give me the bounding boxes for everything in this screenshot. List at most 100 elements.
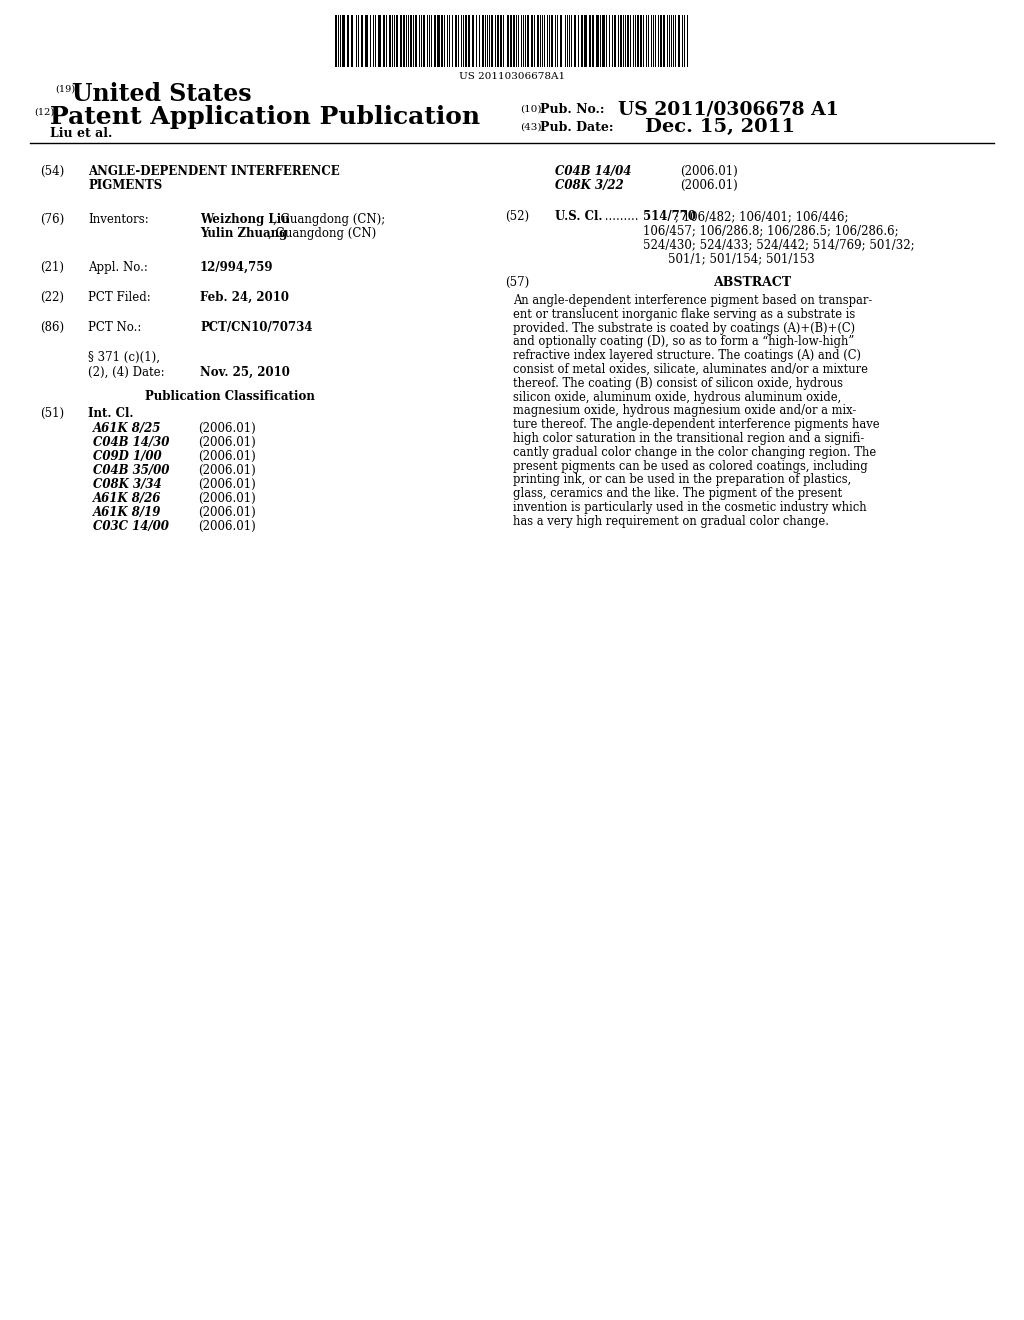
Text: Dec. 15, 2011: Dec. 15, 2011 <box>645 117 795 136</box>
Text: PCT/CN10/70734: PCT/CN10/70734 <box>200 321 312 334</box>
Bar <box>627 15 629 67</box>
Text: ture thereof. The angle-dependent interference pigments have: ture thereof. The angle-dependent interf… <box>513 418 880 432</box>
Bar <box>513 15 515 67</box>
Text: (54): (54) <box>40 165 65 178</box>
Bar <box>507 15 509 67</box>
Text: (57): (57) <box>505 276 529 289</box>
Text: (12): (12) <box>34 108 54 117</box>
Text: Yulin Zhuang: Yulin Zhuang <box>200 227 288 240</box>
Bar <box>490 15 493 67</box>
Text: provided. The substrate is coated by coatings (A)+(B)+(C): provided. The substrate is coated by coa… <box>513 322 855 334</box>
Bar <box>574 15 575 67</box>
Bar <box>500 15 502 67</box>
Text: Patent Application Publication: Patent Application Publication <box>50 106 480 129</box>
Bar <box>589 15 591 67</box>
Text: An angle-dependent interference pigment based on transpar-: An angle-dependent interference pigment … <box>513 294 872 308</box>
Text: (2006.01): (2006.01) <box>680 180 737 191</box>
Bar <box>637 15 639 67</box>
Text: United States: United States <box>72 82 252 106</box>
Bar <box>482 15 484 67</box>
Bar <box>581 15 583 67</box>
Text: Nov. 25, 2010: Nov. 25, 2010 <box>200 366 290 379</box>
Bar <box>378 15 381 67</box>
Text: silicon oxide, aluminum oxide, hydrous aluminum oxide,: silicon oxide, aluminum oxide, hydrous a… <box>513 391 842 404</box>
Text: 12/994,759: 12/994,759 <box>200 261 273 275</box>
Bar <box>400 15 402 67</box>
Text: C03C 14/00: C03C 14/00 <box>93 520 169 533</box>
Text: Publication Classification: Publication Classification <box>145 389 315 403</box>
Text: , Guangdong (CN);: , Guangdong (CN); <box>273 213 385 226</box>
Bar <box>351 15 353 67</box>
Text: printing ink, or can be used in the preparation of plastics,: printing ink, or can be used in the prep… <box>513 474 851 486</box>
Text: (86): (86) <box>40 321 65 334</box>
Text: 501/1; 501/154; 501/153: 501/1; 501/154; 501/153 <box>668 252 815 265</box>
Text: ABSTRACT: ABSTRACT <box>713 276 792 289</box>
Bar <box>602 15 605 67</box>
Text: C04B 14/04: C04B 14/04 <box>555 165 632 178</box>
Text: thereof. The coating (B) consist of silicon oxide, hydrous: thereof. The coating (B) consist of sili… <box>513 376 843 389</box>
Text: has a very high requirement on gradual color change.: has a very high requirement on gradual c… <box>513 515 829 528</box>
Text: Weizhong Liu: Weizhong Liu <box>200 213 290 226</box>
Bar <box>347 15 349 67</box>
Bar <box>678 15 680 67</box>
Text: (22): (22) <box>40 290 63 304</box>
Bar <box>531 15 534 67</box>
Text: C09D 1/00: C09D 1/00 <box>93 450 162 463</box>
Bar <box>510 15 512 67</box>
Text: (19): (19) <box>55 84 75 94</box>
Text: U.S. Cl.: U.S. Cl. <box>555 210 602 223</box>
Text: § 371 (c)(1),: § 371 (c)(1), <box>88 351 160 364</box>
Text: consist of metal oxides, silicate, aluminates and/or a mixture: consist of metal oxides, silicate, alumi… <box>513 363 868 376</box>
Text: (2), (4) Date:: (2), (4) Date: <box>88 366 165 379</box>
Text: Pub. No.:: Pub. No.: <box>540 103 604 116</box>
Bar <box>403 15 406 67</box>
Text: A61K 8/26: A61K 8/26 <box>93 492 162 506</box>
Bar <box>527 15 529 67</box>
Text: Liu et al.: Liu et al. <box>50 127 113 140</box>
Text: , Guangdong (CN): , Guangdong (CN) <box>268 227 376 240</box>
Text: (43): (43) <box>520 123 542 132</box>
Text: ent or translucent inorganic flake serving as a substrate is: ent or translucent inorganic flake servi… <box>513 308 855 321</box>
Bar <box>434 15 436 67</box>
Text: (2006.01): (2006.01) <box>680 165 737 178</box>
Text: (2006.01): (2006.01) <box>198 492 256 506</box>
Text: US 20110306678A1: US 20110306678A1 <box>459 73 565 81</box>
Bar <box>396 15 398 67</box>
Text: (2006.01): (2006.01) <box>198 520 256 533</box>
Text: (2006.01): (2006.01) <box>198 478 256 491</box>
Text: (2006.01): (2006.01) <box>198 450 256 463</box>
Bar <box>560 15 562 67</box>
Bar <box>620 15 622 67</box>
Text: Int. Cl.: Int. Cl. <box>88 407 133 420</box>
Bar <box>335 15 337 67</box>
Text: C08K 3/22: C08K 3/22 <box>555 180 624 191</box>
Bar <box>614 15 616 67</box>
Bar <box>660 15 662 67</box>
Text: invention is particularly used in the cosmetic industry which: invention is particularly used in the co… <box>513 502 866 513</box>
Bar <box>592 15 594 67</box>
Bar <box>663 15 665 67</box>
Text: present pigments can be used as colored coatings, including: present pigments can be used as colored … <box>513 459 867 473</box>
Text: and optionally coating (D), so as to form a “high-low-high”: and optionally coating (D), so as to for… <box>513 335 854 348</box>
Text: ; 106/482; 106/401; 106/446;: ; 106/482; 106/401; 106/446; <box>675 210 849 223</box>
Text: (2006.01): (2006.01) <box>198 436 256 449</box>
Text: high color saturation in the transitional region and a signifi-: high color saturation in the transitiona… <box>513 432 864 445</box>
Text: A61K 8/19: A61K 8/19 <box>93 506 162 519</box>
Text: C04B 14/30: C04B 14/30 <box>93 436 169 449</box>
Bar <box>361 15 362 67</box>
Bar <box>468 15 470 67</box>
Text: A61K 8/25: A61K 8/25 <box>93 422 162 436</box>
Bar <box>389 15 391 67</box>
Text: PCT No.:: PCT No.: <box>88 321 141 334</box>
Text: refractive index layered structure. The coatings (A) and (C): refractive index layered structure. The … <box>513 350 861 362</box>
Text: (2006.01): (2006.01) <box>198 422 256 436</box>
Bar <box>596 15 599 67</box>
Text: ANGLE-DEPENDENT INTERFERENCE: ANGLE-DEPENDENT INTERFERENCE <box>88 165 340 178</box>
Text: C08K 3/34: C08K 3/34 <box>93 478 162 491</box>
Bar <box>455 15 457 67</box>
Bar <box>537 15 539 67</box>
Bar <box>365 15 368 67</box>
Text: (52): (52) <box>505 210 529 223</box>
Bar <box>423 15 425 67</box>
Text: PCT Filed:: PCT Filed: <box>88 290 151 304</box>
